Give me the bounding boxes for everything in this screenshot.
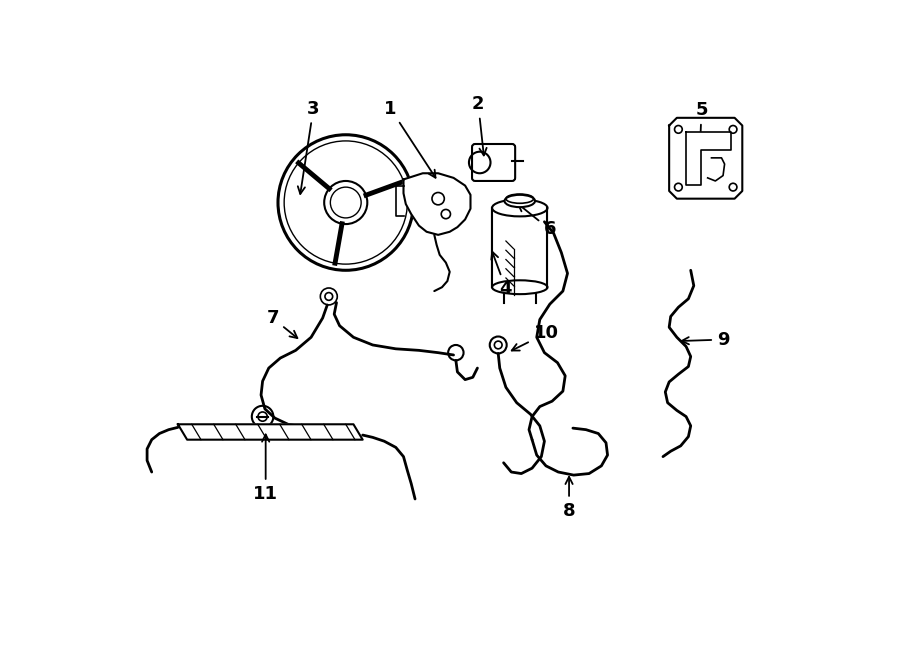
Text: 10: 10 xyxy=(512,325,558,350)
Polygon shape xyxy=(403,173,471,235)
Text: 7: 7 xyxy=(266,309,297,338)
Ellipse shape xyxy=(505,195,535,207)
Ellipse shape xyxy=(492,200,547,216)
Polygon shape xyxy=(686,132,731,185)
Ellipse shape xyxy=(492,280,547,294)
Polygon shape xyxy=(492,208,547,288)
Text: 3: 3 xyxy=(298,100,320,194)
Text: 8: 8 xyxy=(562,477,575,520)
Text: 2: 2 xyxy=(472,95,487,155)
Text: 6: 6 xyxy=(518,204,556,239)
FancyBboxPatch shape xyxy=(472,144,515,181)
Text: 11: 11 xyxy=(253,434,278,502)
Text: 1: 1 xyxy=(384,100,436,178)
Text: 4: 4 xyxy=(491,252,512,297)
Polygon shape xyxy=(178,424,363,440)
Text: 5: 5 xyxy=(695,101,707,145)
Polygon shape xyxy=(669,118,742,199)
Text: 9: 9 xyxy=(681,330,729,348)
